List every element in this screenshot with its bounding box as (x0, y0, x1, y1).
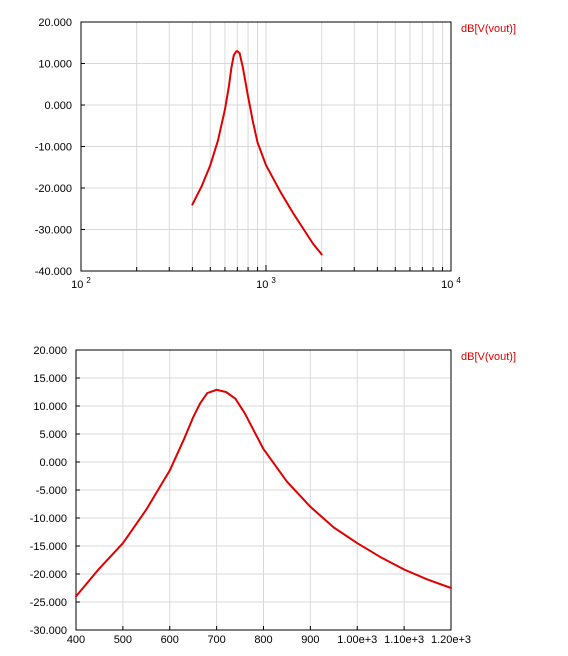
x-tick-label: 800 (254, 634, 272, 646)
y-tick-label: 20.000 (38, 17, 72, 29)
x-tick-label: 10 2 (71, 276, 91, 291)
y-tick-label: -5.000 (36, 485, 67, 497)
x-tick-label: 1.00e+3 (337, 634, 377, 646)
y-tick-label: 5.000 (39, 429, 67, 441)
x-tick-label: 600 (161, 634, 179, 646)
y-tick-label: -30.000 (30, 625, 67, 637)
x-tick-label: 500 (114, 634, 132, 646)
y-tick-label: 20.000 (33, 345, 67, 357)
y-tick-label: -15.000 (30, 541, 67, 553)
y-tick-label: -40.000 (35, 266, 72, 278)
x-tick-label: 900 (301, 634, 319, 646)
y-tick-label: -10.000 (35, 142, 72, 154)
x-tick-label: 10 3 (256, 276, 276, 291)
x-tick-label: 1.20e+3 (431, 634, 471, 646)
y-tick-label: 10.000 (33, 401, 67, 413)
y-tick-label: -30.000 (35, 225, 72, 237)
y-tick-label: -20.000 (30, 569, 67, 581)
y-tick-label: 0.000 (39, 457, 67, 469)
y-tick-label: -10.000 (30, 513, 67, 525)
y-tick-label: -25.000 (30, 597, 67, 609)
series-line-dB-vout (191, 50, 323, 256)
series-line-dB-vout (75, 388, 452, 598)
x-tick-label: 400 (67, 634, 85, 646)
y-tick-label: 15.000 (33, 373, 67, 385)
y-tick-label: 0.000 (44, 100, 72, 112)
x-tick-label: 1.10e+3 (384, 634, 424, 646)
legend-entry: dB[V(vout)] (461, 351, 516, 363)
chart-linear-frequency: 20.000 15.000 10.000 5.000 0.000 -5.000 -10.00… (30, 345, 516, 646)
y-tick-label: -20.000 (35, 183, 72, 195)
x-tick-label: 10 4 (441, 276, 461, 291)
legend-entry: dB[V(vout)] (461, 23, 516, 35)
chart-log-frequency: 20.000 10.000 0.000 -10.000 -20.000 -30.000 -4… (35, 17, 516, 291)
x-tick-label: 700 (207, 634, 225, 646)
y-tick-label: 10.000 (38, 59, 72, 71)
